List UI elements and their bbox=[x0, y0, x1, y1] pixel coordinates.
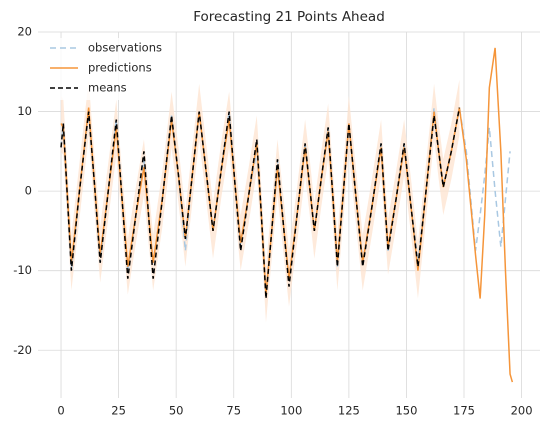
y-tick-label: -20 bbox=[13, 343, 32, 357]
y-tick-label: -10 bbox=[13, 263, 32, 277]
chart-title: Forecasting 21 Points Ahead bbox=[193, 9, 385, 25]
series-line bbox=[60, 107, 461, 299]
x-tick-label: 25 bbox=[111, 404, 126, 418]
y-tick-label: 10 bbox=[17, 104, 32, 118]
x-tick-label: 175 bbox=[453, 404, 475, 418]
x-tick-label: 150 bbox=[395, 404, 417, 418]
legend-label: predictions bbox=[88, 61, 152, 75]
x-tick-label: 0 bbox=[57, 404, 64, 418]
y-tick-label: 20 bbox=[17, 25, 32, 39]
x-tick-label: 75 bbox=[226, 404, 241, 418]
y-tick-label: 0 bbox=[25, 184, 32, 198]
x-tick-label: 125 bbox=[338, 404, 360, 418]
x-tick-label: 200 bbox=[511, 404, 533, 418]
x-tick-label: 50 bbox=[169, 404, 184, 418]
x-tick-label: 100 bbox=[280, 404, 302, 418]
legend-label: means bbox=[88, 81, 127, 95]
legend-label: observations bbox=[88, 41, 162, 55]
